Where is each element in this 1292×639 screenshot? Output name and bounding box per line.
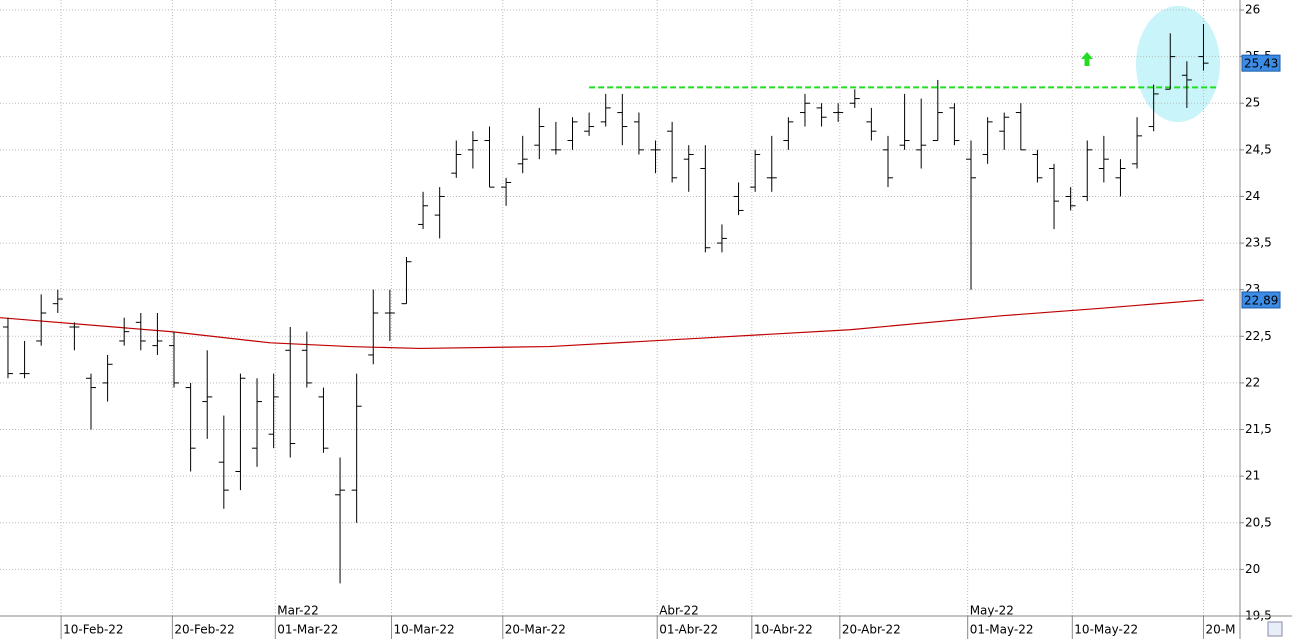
x-tick-label: 20-Abr-22 [842, 623, 901, 637]
y-tick-label: 25 [1245, 96, 1260, 110]
x-tick-label: 20-M [1205, 623, 1235, 637]
x-tick-label: 10-Abr-22 [754, 623, 813, 637]
x-tick-label: 01-May-22 [970, 623, 1034, 637]
y-tick-label: 24 [1245, 189, 1260, 203]
x-tick-label: 20-Feb-22 [174, 623, 234, 637]
month-label: Abr-22 [659, 604, 699, 618]
highlight [1136, 6, 1220, 122]
y-tick-label: 21 [1245, 469, 1260, 483]
month-label: Mar-22 [277, 604, 318, 618]
x-tick-label: 01-Mar-22 [277, 623, 338, 637]
price-label-box [1241, 291, 1281, 309]
price-label: 25,43 [1244, 57, 1278, 71]
month-label: May-22 [970, 604, 1014, 618]
x-tick-label: 20-Mar-22 [505, 623, 566, 637]
y-tick-label: 22,5 [1245, 329, 1272, 343]
x-tick-label: 10-May-22 [1074, 623, 1138, 637]
x-tick-label: 01-Abr-22 [659, 623, 718, 637]
moving-average [0, 299, 1204, 350]
y-tick-label: 24,5 [1245, 142, 1272, 156]
x-tick-label: 10-Feb-22 [63, 623, 123, 637]
y-tick-label: 21,5 [1245, 422, 1272, 436]
y-tick-label: 22 [1245, 375, 1260, 389]
y-tick-label: 20 [1245, 562, 1260, 576]
price-label: 22,89 [1244, 293, 1278, 307]
y-tick-label: 20,5 [1245, 515, 1272, 529]
y-tick-label: 23,5 [1245, 236, 1272, 250]
x-tick-label: 10-Mar-22 [394, 623, 455, 637]
y-tick-label: 26 [1245, 3, 1260, 17]
up-arrow [1081, 52, 1093, 66]
price-label-box [1241, 54, 1281, 72]
settings-icon[interactable] [1267, 621, 1283, 637]
